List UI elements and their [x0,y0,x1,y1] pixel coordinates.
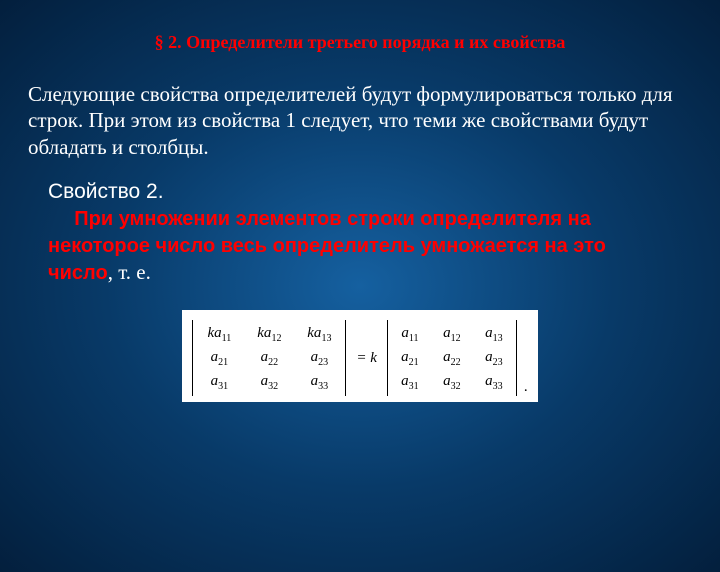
matrix-cell: a22 [251,346,287,370]
matrix-cell: a21 [201,346,237,370]
matrix-cell: a21 [396,346,424,370]
formula-container: ka11ka12ka13a21a22a23a31a32a33 = k a11a1… [0,286,720,402]
matrix-cell: ka13 [301,322,337,346]
matrix-cell: a31 [396,370,424,394]
matrix-row: a31 a32 a33 [396,370,508,394]
property-block: Свойство 2. При умножении элементов стро… [48,178,670,286]
equals-sign: = k [356,350,377,367]
matrix-row: a11 a12 a13 [396,322,508,346]
matrix-cell: a13 [480,322,508,346]
matrix-cell: a22 [438,346,466,370]
matrix-cell: a32 [438,370,466,394]
section-title: § 2. Определители третьего порядка и их … [0,32,720,53]
property-tail: , т. е. [108,260,151,284]
left-determinant: ka11 ka12 ka13 a21 a22 a23 a31 a32 a33 [192,320,346,396]
matrix-cell: a33 [301,370,337,394]
matrix-row: a21 a22 a23 [396,346,508,370]
matrix-cell: a11 [396,322,424,346]
property-label: Свойство 2. [48,180,164,203]
matrix-cell: a32 [251,370,287,394]
right-determinant: a11 a12 a13 a21 a22 a23 a31 a32 a33 [387,320,517,396]
matrix-row: ka11 ka12 ka13 [201,322,337,346]
matrix-cell: ka12 [251,322,287,346]
matrix-cell: a33 [480,370,508,394]
matrix-row: a21 a22 a23 [201,346,337,370]
matrix-cell: a23 [480,346,508,370]
matrix-cell: a31 [201,370,237,394]
matrix-cell: a12 [438,322,466,346]
formula-period: . [524,379,528,396]
determinant-formula: ka11ka12ka13a21a22a23a31a32a33 = k a11a1… [182,310,537,402]
matrix-cell: ka11 [201,322,237,346]
matrix-cell: a23 [301,346,337,370]
matrix-row: a31 a32 a33 [201,370,337,394]
intro-text: Следующие свойства определителей будут ф… [28,81,680,160]
